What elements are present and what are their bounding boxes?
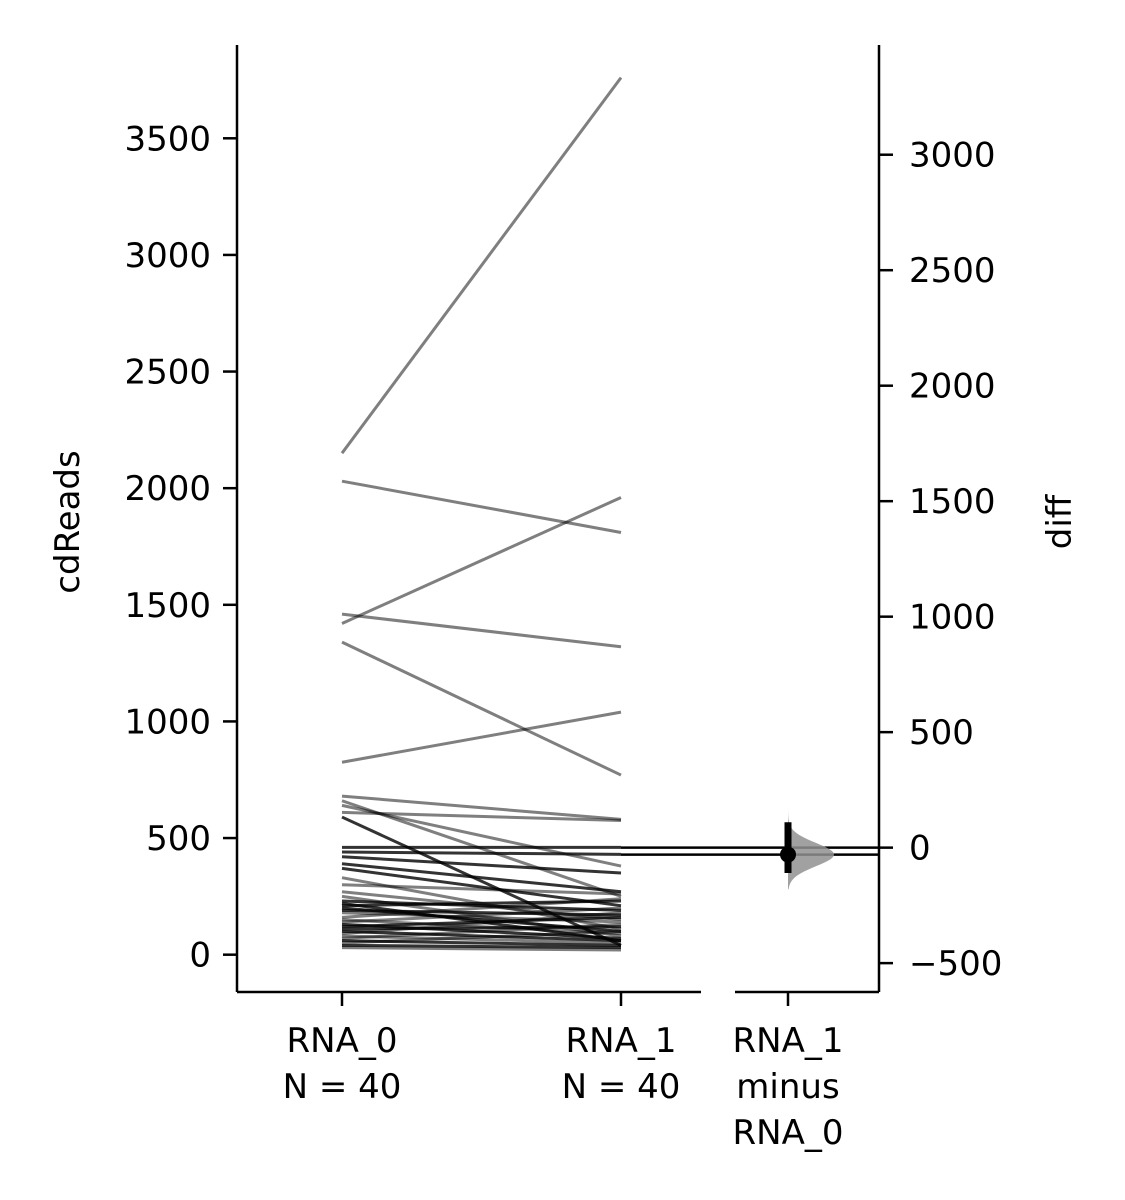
paired-line-9 — [341, 810, 622, 823]
x-tick-label-2-1: minus — [736, 1067, 839, 1107]
x-tick-label-2-0: RNA_1 — [733, 1021, 844, 1061]
left-tick-label-4: 2000 — [124, 469, 211, 509]
paired-line-13 — [341, 855, 622, 875]
right-tick-label-7: 3000 — [909, 136, 996, 176]
paired-line-38 — [341, 943, 622, 950]
paired-line-4 — [341, 640, 622, 777]
paired-line-24 — [341, 908, 622, 917]
paired-line-8 — [341, 803, 622, 868]
x-tick-label-1-1: N = 40 — [562, 1067, 681, 1107]
paired-line-33 — [341, 911, 622, 936]
left-axis-label: cdReads — [48, 450, 88, 593]
right-tick-label-5: 2000 — [909, 367, 996, 407]
paired-lines — [340, 76, 623, 952]
paired-line-5 — [341, 710, 622, 764]
paired-line-20 — [341, 899, 622, 912]
left-tick-label-7: 3500 — [124, 119, 211, 159]
paired-line-10 — [341, 815, 622, 947]
bootstrap-distribution — [788, 801, 834, 890]
tick-labels: 0 500 1000 1500 2000 2500 3000 3500 −500 0 500 1000… — [124, 119, 1002, 1153]
x-tick-label-0-0: RNA_0 — [287, 1021, 398, 1061]
paired-line-26 — [341, 897, 622, 919]
paired-line-6 — [341, 794, 622, 821]
paired-line-39 — [341, 946, 622, 952]
effect-size-panel — [621, 801, 879, 890]
paired-line-28 — [341, 906, 622, 924]
right-axis-label: diff — [1040, 493, 1080, 549]
mean-difference-point — [780, 846, 796, 863]
paired-line-12 — [341, 850, 622, 856]
paired-line-0 — [340, 76, 623, 455]
paired-line-15 — [341, 866, 622, 908]
axes — [223, 45, 893, 1006]
left-tick-label-2: 1000 — [124, 702, 211, 742]
right-tick-label-1: 0 — [909, 829, 931, 869]
left-tick-label-0: 0 — [189, 936, 211, 976]
x-tick-label-0-1: N = 40 — [283, 1067, 402, 1107]
paired-line-14 — [341, 862, 622, 894]
paired-line-35 — [341, 922, 622, 940]
paired-line-37 — [341, 929, 622, 945]
left-tick-label-1: 500 — [146, 819, 211, 859]
right-tick-label-3: 1000 — [909, 598, 996, 638]
paired-line-17 — [341, 883, 622, 896]
right-tick-label-4: 1500 — [909, 482, 996, 522]
paired-line-1 — [341, 479, 622, 534]
left-tick-label-5: 2500 — [124, 353, 211, 393]
x-tick-label-2-2: RNA_0 — [733, 1113, 844, 1153]
right-tick-label-2: 500 — [909, 713, 974, 753]
x-tick-label-1-0: RNA_1 — [566, 1021, 677, 1061]
right-tick-label-6: 2500 — [909, 251, 996, 291]
left-tick-label-3: 1500 — [124, 586, 211, 626]
right-tick-label-0: −500 — [909, 944, 1002, 984]
left-tick-label-6: 3000 — [124, 236, 211, 276]
paired-line-3 — [341, 612, 622, 649]
paired-line-2 — [341, 496, 622, 625]
